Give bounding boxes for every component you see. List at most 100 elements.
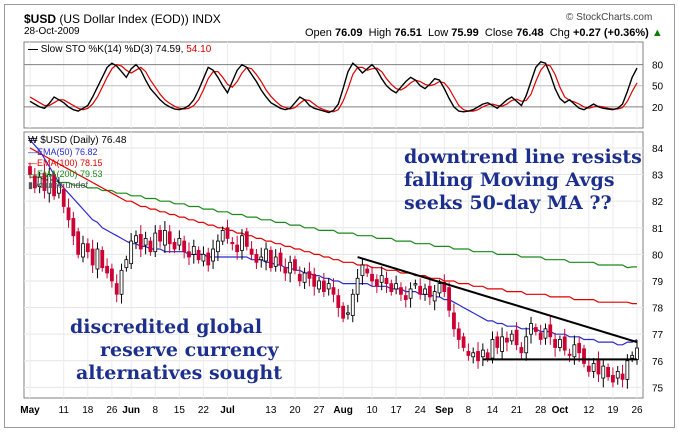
candle bbox=[341, 302, 346, 323]
x-tick-label: 8 bbox=[466, 405, 472, 416]
candle-body bbox=[143, 237, 148, 246]
candle-body bbox=[341, 305, 346, 319]
candle-body bbox=[158, 230, 162, 242]
candle bbox=[490, 331, 495, 364]
candle-body bbox=[442, 281, 447, 293]
candle bbox=[220, 226, 225, 246]
candle bbox=[562, 328, 567, 356]
candle bbox=[331, 278, 336, 303]
candle bbox=[42, 163, 47, 199]
legend-ema100: —EMA(100) 78.15 bbox=[28, 158, 103, 168]
candle-body bbox=[71, 218, 76, 237]
candle-body bbox=[389, 283, 394, 292]
up-arrow-icon: ▲ bbox=[651, 27, 663, 39]
candle bbox=[66, 198, 71, 228]
candle-body bbox=[384, 277, 389, 285]
x-tick-label: 10 bbox=[366, 405, 378, 416]
candle-body bbox=[558, 339, 562, 348]
candle bbox=[162, 221, 167, 254]
candle bbox=[110, 263, 114, 288]
candle-body bbox=[254, 253, 259, 263]
candle-body bbox=[471, 352, 476, 358]
candle-body bbox=[529, 323, 533, 335]
x-tick-label: Jun bbox=[122, 405, 140, 416]
candle bbox=[278, 247, 283, 272]
candle-body bbox=[85, 243, 90, 253]
stoch-panel bbox=[23, 41, 644, 129]
candle bbox=[321, 272, 326, 297]
y-tick-label: 81 bbox=[652, 224, 664, 235]
candle bbox=[114, 274, 119, 303]
y-tick-label: 83 bbox=[652, 171, 664, 182]
annotation-top-right: downtrend line resists falling Moving Av… bbox=[404, 146, 642, 214]
candle bbox=[47, 167, 52, 203]
candle-body bbox=[196, 249, 201, 261]
candle bbox=[167, 225, 172, 254]
candle-body bbox=[215, 240, 220, 253]
candle-body bbox=[586, 365, 591, 372]
candle-body bbox=[620, 373, 625, 380]
candle-body bbox=[350, 293, 355, 316]
candle-body bbox=[427, 285, 432, 298]
candle bbox=[374, 274, 379, 293]
candle bbox=[143, 231, 148, 255]
candle-body bbox=[138, 234, 143, 250]
candle-body bbox=[370, 273, 374, 282]
candle-body bbox=[572, 344, 577, 358]
candle bbox=[297, 266, 302, 287]
candle bbox=[370, 266, 374, 287]
candle-body bbox=[264, 248, 268, 262]
candle bbox=[100, 246, 105, 272]
candle bbox=[611, 367, 615, 388]
candle-body bbox=[480, 349, 485, 358]
candle bbox=[360, 258, 365, 285]
x-tick-label: 26 bbox=[106, 405, 118, 416]
candle-body bbox=[283, 267, 288, 274]
candle-body bbox=[346, 312, 350, 315]
candle bbox=[432, 284, 437, 311]
candle bbox=[235, 235, 240, 260]
candle bbox=[225, 219, 230, 244]
y-tick-label: 82 bbox=[652, 197, 664, 208]
candle-body bbox=[374, 279, 379, 287]
candle-body bbox=[591, 363, 596, 372]
x-tick-label: Jul bbox=[220, 405, 235, 416]
candle-body bbox=[211, 248, 215, 262]
candle-body bbox=[37, 176, 42, 187]
candle bbox=[442, 274, 447, 297]
candle bbox=[413, 279, 418, 289]
candle-body bbox=[148, 240, 153, 253]
x-tick-label: Sep bbox=[435, 405, 453, 416]
y-tick-label: 78 bbox=[652, 304, 664, 315]
candle-body bbox=[28, 166, 32, 175]
candle-body bbox=[413, 283, 418, 286]
candle-body bbox=[562, 336, 567, 351]
candle bbox=[615, 366, 620, 385]
candle bbox=[591, 358, 596, 379]
candle-body bbox=[230, 241, 235, 245]
candle-body bbox=[500, 336, 505, 352]
candle-body bbox=[47, 174, 52, 194]
candle-body bbox=[505, 337, 509, 343]
candle bbox=[37, 171, 42, 194]
candle-body bbox=[548, 324, 553, 338]
candle bbox=[500, 327, 505, 360]
candle bbox=[447, 282, 452, 317]
candle-body bbox=[90, 248, 95, 266]
candle bbox=[158, 225, 162, 248]
candle-body bbox=[379, 275, 384, 283]
x-tick-label: 8 bbox=[152, 405, 158, 416]
candle bbox=[81, 235, 85, 263]
candle-body bbox=[66, 207, 71, 221]
candle-body bbox=[452, 312, 456, 330]
candle bbox=[254, 249, 259, 269]
candle bbox=[620, 364, 625, 388]
candle bbox=[326, 278, 331, 296]
candle bbox=[307, 262, 312, 287]
candle-body bbox=[220, 230, 225, 242]
x-tick-label: 14 bbox=[487, 405, 499, 416]
candle-body bbox=[331, 287, 336, 295]
candle-body bbox=[625, 360, 630, 380]
candle bbox=[182, 235, 187, 259]
